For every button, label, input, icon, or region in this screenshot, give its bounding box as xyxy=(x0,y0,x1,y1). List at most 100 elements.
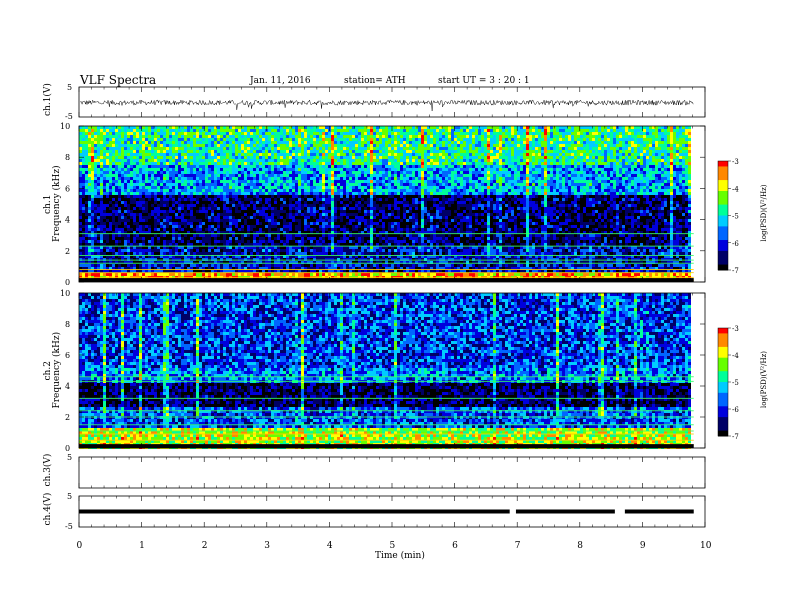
spectrogram-cell xyxy=(346,147,349,150)
spectrogram-cell xyxy=(370,186,373,189)
spectrogram-cell xyxy=(97,138,100,141)
spectrogram-cell xyxy=(232,177,235,180)
spectrogram-cell xyxy=(289,126,292,129)
spectrogram-cell xyxy=(313,165,316,168)
spectrogram-cell xyxy=(247,129,250,132)
spectrogram-cell xyxy=(205,186,208,189)
spectrogram-cell xyxy=(661,138,664,141)
spectrogram-cell xyxy=(673,180,676,183)
spectrogram-cell xyxy=(448,168,451,171)
spectrogram-cell xyxy=(409,189,412,192)
spectrogram-cell xyxy=(277,147,280,150)
spectrogram-cell xyxy=(127,159,130,162)
spectrogram-cell xyxy=(166,174,169,177)
spectrogram-cell xyxy=(670,171,673,174)
spectrogram-cell xyxy=(532,159,535,162)
spectrogram-cell xyxy=(181,144,184,147)
spectrogram-cell xyxy=(274,168,277,171)
spectrogram-cell xyxy=(232,165,235,168)
spectrogram-cell xyxy=(220,165,223,168)
spectrogram-cell xyxy=(82,159,85,162)
spectrogram-cell xyxy=(268,189,271,192)
spectrogram-cell xyxy=(475,183,478,186)
spectrogram-cell xyxy=(631,126,634,129)
spectrogram-cell xyxy=(493,132,496,135)
spectrogram-cell xyxy=(316,150,319,153)
spectrogram-cell xyxy=(106,189,109,192)
spectrogram-cell xyxy=(193,144,196,147)
spectrogram-cell xyxy=(553,165,556,168)
spectrogram-cell xyxy=(685,174,688,177)
spectrogram-cell xyxy=(295,159,298,162)
spectrogram-cell xyxy=(343,126,346,129)
spectrogram-cell xyxy=(604,126,607,129)
spectrogram-cell xyxy=(487,153,490,156)
spectrogram-cell xyxy=(331,159,334,162)
spectrogram-cell xyxy=(283,168,286,171)
spectrogram-cell xyxy=(283,183,286,186)
spectrogram-cell xyxy=(118,135,121,138)
spectrogram-cell xyxy=(352,183,355,186)
spectrogram-cell xyxy=(241,156,244,159)
spectrogram-cell xyxy=(118,195,121,198)
spectrogram-cell xyxy=(673,138,676,141)
spectrogram-cell xyxy=(100,174,103,177)
spectrogram-cell xyxy=(235,192,238,195)
spectrogram-cell xyxy=(430,150,433,153)
spectrogram-cell xyxy=(205,150,208,153)
spectrogram-cell xyxy=(499,159,502,162)
spectrogram-cell xyxy=(418,150,421,153)
spectrogram-cell xyxy=(112,171,115,174)
spectrogram-cell xyxy=(319,141,322,144)
spectrogram-cell xyxy=(415,138,418,141)
spectrogram-cell xyxy=(442,177,445,180)
spectrogram-cell xyxy=(211,138,214,141)
spectrogram-cell xyxy=(553,126,556,129)
spectrogram-cell xyxy=(538,135,541,138)
spectrogram-cell xyxy=(556,129,559,132)
spectrogram-cell xyxy=(229,156,232,159)
spectrogram-cell xyxy=(223,147,226,150)
spectrogram-cell xyxy=(196,129,199,132)
spectrogram-cell xyxy=(175,126,178,129)
spectrogram-cell xyxy=(280,174,283,177)
spectrogram-cell xyxy=(379,162,382,165)
spectrogram-cell xyxy=(595,141,598,144)
spectrogram-cell xyxy=(103,126,106,129)
spectrogram-cell xyxy=(553,156,556,159)
spectrogram-cell xyxy=(604,141,607,144)
spectrogram-cell xyxy=(604,159,607,162)
spectrogram-cell xyxy=(106,162,109,165)
spectrogram-cell xyxy=(619,156,622,159)
spectrogram-cell xyxy=(79,132,82,135)
spectrogram-cell xyxy=(325,147,328,150)
spectrogram-cell xyxy=(139,141,142,144)
spectrogram-cell xyxy=(544,183,547,186)
spectrogram-cell xyxy=(397,171,400,174)
spectrogram-cell xyxy=(133,150,136,153)
spectrogram-cell xyxy=(559,147,562,150)
spectrogram-cell xyxy=(160,168,163,171)
spectrogram-cell xyxy=(655,162,658,165)
spectrogram-cell xyxy=(658,195,661,198)
spectrogram-cell xyxy=(409,126,412,129)
spectrogram-cell xyxy=(340,183,343,186)
spectrogram-cell xyxy=(577,144,580,147)
spectrogram-cell xyxy=(187,165,190,168)
spectrogram-cell xyxy=(556,162,559,165)
spectrogram-cell xyxy=(628,162,631,165)
spectrogram-cell xyxy=(451,144,454,147)
spectrogram-cell xyxy=(436,168,439,171)
spectrogram-cell xyxy=(460,192,463,195)
spectrogram-cell xyxy=(649,183,652,186)
spectrogram-cell xyxy=(559,144,562,147)
spectrogram-cell xyxy=(601,132,604,135)
spectrogram-cell xyxy=(568,192,571,195)
spectrogram-cell xyxy=(685,159,688,162)
spectrogram-cell xyxy=(565,165,568,168)
spectrogram-cell xyxy=(400,174,403,177)
spectrogram-cell xyxy=(271,132,274,135)
spectrogram-cell xyxy=(301,177,304,180)
spectrogram-cell xyxy=(334,186,337,189)
spectrogram-cell xyxy=(571,132,574,135)
